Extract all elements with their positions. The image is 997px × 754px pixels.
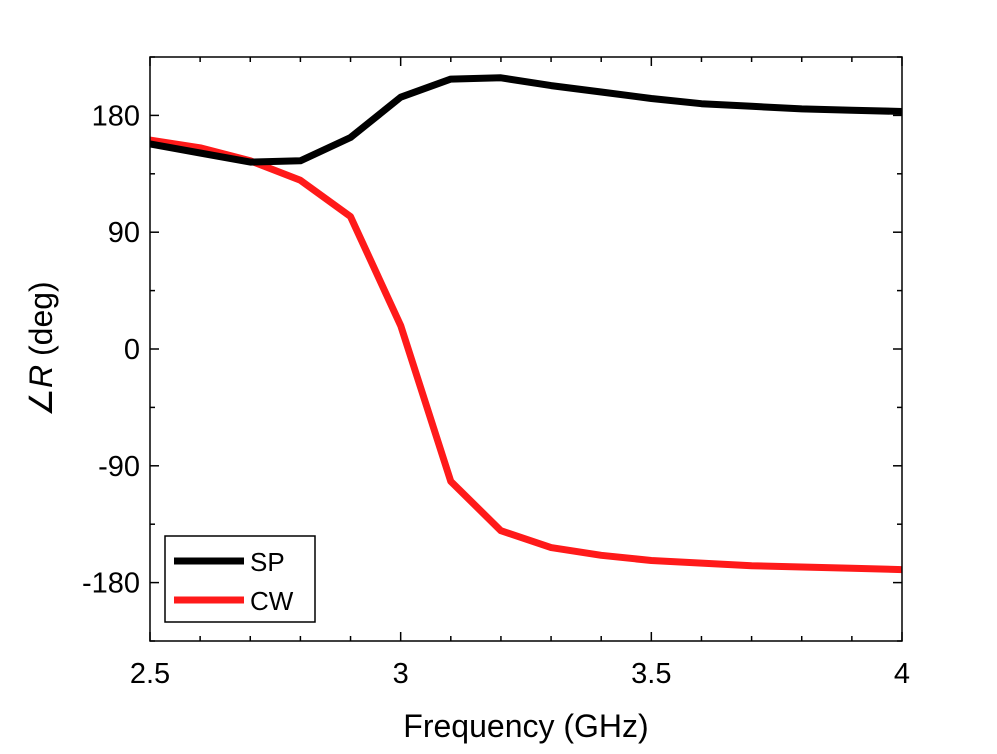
y-tick-label: 180 [92, 100, 140, 132]
legend-label-cw: CW [250, 586, 294, 616]
plot-frame [149, 56, 903, 642]
y-tick-label: 90 [108, 217, 140, 249]
series-line-cw [150, 136, 902, 574]
x-tick-label: 2.5 [130, 658, 170, 690]
y-axis-unit: (deg) [23, 281, 59, 365]
x-axis-title: Frequency (GHz) [403, 708, 648, 744]
y-tick-label: -180 [82, 568, 140, 600]
y-axis-variable: R [23, 365, 59, 388]
y-tick-label: -90 [98, 451, 140, 483]
axis-tick-labels: 2.5 3 3.5 4 -180 -90 0 90 180 [82, 100, 910, 690]
y-axis-title: ∠R (deg) [23, 281, 59, 416]
legend-box [164, 535, 316, 623]
plot-area [150, 74, 902, 574]
angle-symbol: ∠ [23, 388, 59, 417]
legend-label-sp: SP [250, 547, 285, 577]
y-tick-label: 0 [124, 334, 140, 366]
x-tick-label: 4 [894, 658, 910, 690]
x-tick-label: 3 [393, 658, 409, 690]
x-tick-label: 3.5 [631, 658, 671, 690]
legend: SP CW [164, 535, 316, 623]
series-line-sp [150, 74, 902, 166]
